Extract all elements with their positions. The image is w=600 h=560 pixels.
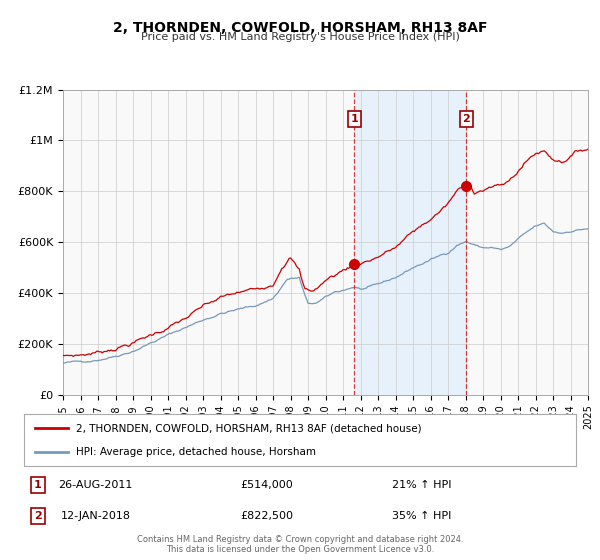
Text: 12-JAN-2018: 12-JAN-2018 (61, 511, 131, 521)
Text: Contains HM Land Registry data © Crown copyright and database right 2024.
This d: Contains HM Land Registry data © Crown c… (137, 535, 463, 554)
Text: 2: 2 (34, 511, 41, 521)
Text: 2: 2 (463, 114, 470, 124)
Text: 21% ↑ HPI: 21% ↑ HPI (392, 480, 451, 490)
Text: 1: 1 (34, 480, 41, 490)
Text: 2, THORNDEN, COWFOLD, HORSHAM, RH13 8AF: 2, THORNDEN, COWFOLD, HORSHAM, RH13 8AF (113, 21, 487, 35)
Text: 26-AUG-2011: 26-AUG-2011 (59, 480, 133, 490)
Text: £822,500: £822,500 (241, 511, 293, 521)
Text: 35% ↑ HPI: 35% ↑ HPI (392, 511, 451, 521)
Text: HPI: Average price, detached house, Horsham: HPI: Average price, detached house, Hors… (76, 447, 316, 457)
Text: 1: 1 (350, 114, 358, 124)
Bar (355, 90, 466, 395)
Text: £514,000: £514,000 (241, 480, 293, 490)
Text: Price paid vs. HM Land Registry's House Price Index (HPI): Price paid vs. HM Land Registry's House … (140, 32, 460, 43)
Text: 2, THORNDEN, COWFOLD, HORSHAM, RH13 8AF (detached house): 2, THORNDEN, COWFOLD, HORSHAM, RH13 8AF … (76, 423, 422, 433)
